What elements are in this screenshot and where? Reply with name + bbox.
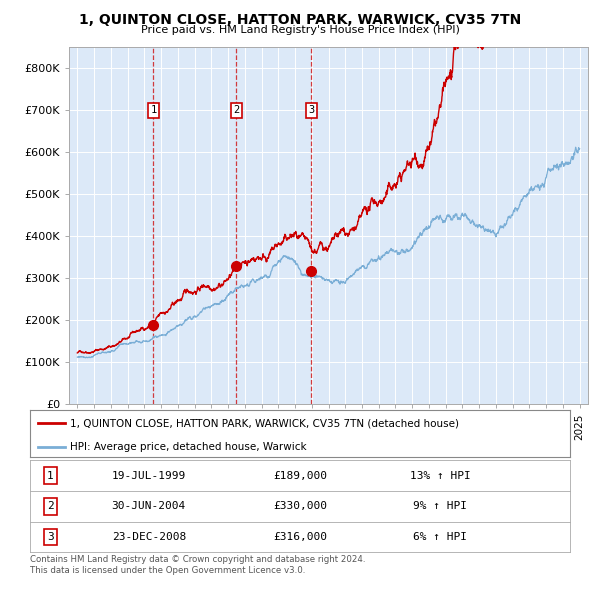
Text: 13% ↑ HPI: 13% ↑ HPI: [410, 471, 471, 480]
Text: £330,000: £330,000: [273, 502, 327, 511]
Text: HPI: Average price, detached house, Warwick: HPI: Average price, detached house, Warw…: [71, 442, 307, 452]
Text: 3: 3: [47, 532, 54, 542]
Text: 3: 3: [308, 105, 314, 115]
Text: 1, QUINTON CLOSE, HATTON PARK, WARWICK, CV35 7TN (detached house): 1, QUINTON CLOSE, HATTON PARK, WARWICK, …: [71, 418, 460, 428]
Text: 2: 2: [47, 502, 54, 511]
Text: Price paid vs. HM Land Registry's House Price Index (HPI): Price paid vs. HM Land Registry's House …: [140, 25, 460, 35]
Text: 6% ↑ HPI: 6% ↑ HPI: [413, 532, 467, 542]
Text: 19-JUL-1999: 19-JUL-1999: [112, 471, 186, 480]
Text: 9% ↑ HPI: 9% ↑ HPI: [413, 502, 467, 511]
Text: 2: 2: [233, 105, 239, 115]
Text: Contains HM Land Registry data © Crown copyright and database right 2024.
This d: Contains HM Land Registry data © Crown c…: [30, 555, 365, 575]
Text: 1: 1: [150, 105, 157, 115]
Text: £189,000: £189,000: [273, 471, 327, 480]
Text: 30-JUN-2004: 30-JUN-2004: [112, 502, 186, 511]
Text: 1, QUINTON CLOSE, HATTON PARK, WARWICK, CV35 7TN: 1, QUINTON CLOSE, HATTON PARK, WARWICK, …: [79, 13, 521, 27]
Text: 1: 1: [47, 471, 54, 480]
Text: £316,000: £316,000: [273, 532, 327, 542]
Text: 23-DEC-2008: 23-DEC-2008: [112, 532, 186, 542]
